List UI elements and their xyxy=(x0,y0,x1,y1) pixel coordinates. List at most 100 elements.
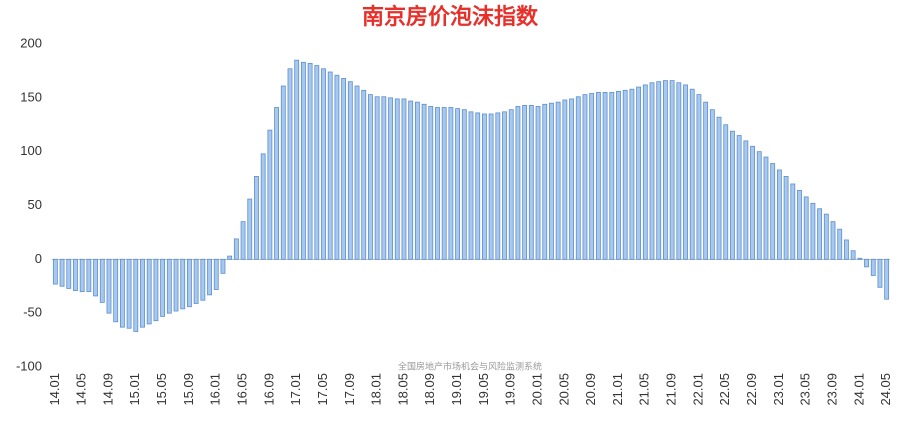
x-tick-label: 22.09 xyxy=(744,373,759,406)
bar xyxy=(689,88,695,260)
bar xyxy=(153,258,159,322)
bar xyxy=(709,109,715,260)
bar xyxy=(595,92,601,260)
bar xyxy=(837,228,843,260)
x-tick-label: 20.01 xyxy=(529,373,544,406)
bar xyxy=(488,113,494,260)
bar xyxy=(220,258,226,274)
bar xyxy=(870,258,876,276)
bar xyxy=(676,82,682,260)
bar xyxy=(468,111,474,260)
x-tick-label: 18.05 xyxy=(395,373,410,406)
bar xyxy=(119,258,125,328)
bar xyxy=(448,107,454,260)
bar xyxy=(287,68,293,260)
bar xyxy=(428,106,434,260)
bar xyxy=(280,85,286,260)
bar xyxy=(146,258,152,325)
bar xyxy=(394,98,400,260)
bar xyxy=(756,151,762,260)
bar xyxy=(408,100,414,260)
bar xyxy=(810,202,816,260)
bar xyxy=(602,92,608,260)
bar xyxy=(140,258,145,328)
watermark: 全国房地产市场机会与风险监测系统 xyxy=(398,360,542,371)
bar xyxy=(703,101,709,260)
bar xyxy=(334,74,340,260)
bar xyxy=(247,198,253,260)
bar xyxy=(233,238,239,260)
bar xyxy=(441,107,447,260)
bar xyxy=(267,129,273,260)
x-tick-label: 20.05 xyxy=(556,373,571,406)
bar xyxy=(481,113,487,260)
bar xyxy=(555,101,561,260)
bar xyxy=(166,258,172,314)
y-tick-label: 100 xyxy=(20,143,42,158)
x-tick-label: 17.05 xyxy=(315,373,330,406)
bar xyxy=(797,190,802,260)
x-tick-label: 20.09 xyxy=(583,373,598,406)
x-tick-label: 24.01 xyxy=(851,373,866,406)
bar xyxy=(307,62,313,260)
bar xyxy=(763,156,769,260)
bar xyxy=(52,258,58,285)
x-tick-label: 19.01 xyxy=(449,373,464,406)
bar xyxy=(864,258,869,268)
x-tick-label: 16.09 xyxy=(261,373,276,406)
bar xyxy=(528,104,534,260)
bar xyxy=(354,85,360,260)
bar xyxy=(844,239,849,260)
bar xyxy=(435,107,440,260)
x-tick-label: 15.09 xyxy=(181,373,196,406)
x-tick-label: 23.05 xyxy=(798,373,813,406)
bar xyxy=(321,68,326,260)
bar xyxy=(374,96,380,260)
bar xyxy=(790,183,796,260)
y-tick-label: 200 xyxy=(20,35,42,50)
bar xyxy=(716,116,722,260)
bar xyxy=(300,61,306,260)
bar xyxy=(622,89,628,260)
bar xyxy=(213,258,219,290)
x-tick-label: 15.05 xyxy=(154,373,169,406)
y-tick-label: -50 xyxy=(23,305,42,320)
bar xyxy=(616,90,621,260)
x-tick-label: 23.09 xyxy=(824,373,839,406)
x-tick-label: 18.09 xyxy=(422,373,437,406)
bar xyxy=(173,258,179,312)
bar xyxy=(113,258,119,323)
x-tick-label: 14.05 xyxy=(74,373,89,406)
x-tick-label: 19.05 xyxy=(476,373,491,406)
bar xyxy=(549,102,554,260)
bar xyxy=(126,258,132,329)
bar xyxy=(629,88,635,260)
x-tick-label: 14.01 xyxy=(47,373,62,406)
bar xyxy=(133,258,139,332)
x-tick-label: 17.09 xyxy=(342,373,357,406)
bar xyxy=(783,176,789,260)
bar xyxy=(66,258,72,289)
bar xyxy=(341,78,347,260)
x-tick-label: 22.05 xyxy=(717,373,732,406)
bar xyxy=(99,258,105,303)
x-tick-label: 21.05 xyxy=(637,373,652,406)
bar xyxy=(106,258,112,314)
bar xyxy=(649,82,655,260)
bar xyxy=(683,84,688,260)
x-tick-label: 15.01 xyxy=(127,373,142,406)
x-tick-label: 24.05 xyxy=(878,373,893,406)
bar xyxy=(823,213,829,260)
bar xyxy=(227,255,233,260)
bar xyxy=(187,258,192,308)
bar xyxy=(508,109,514,260)
x-tick-label: 18.01 xyxy=(369,373,384,406)
bar xyxy=(696,94,702,260)
bar xyxy=(642,84,648,260)
bar xyxy=(79,258,85,293)
x-tick-label: 16.01 xyxy=(208,373,223,406)
x-tick-label: 21.09 xyxy=(664,373,679,406)
bar xyxy=(582,94,588,260)
bar xyxy=(193,258,199,304)
